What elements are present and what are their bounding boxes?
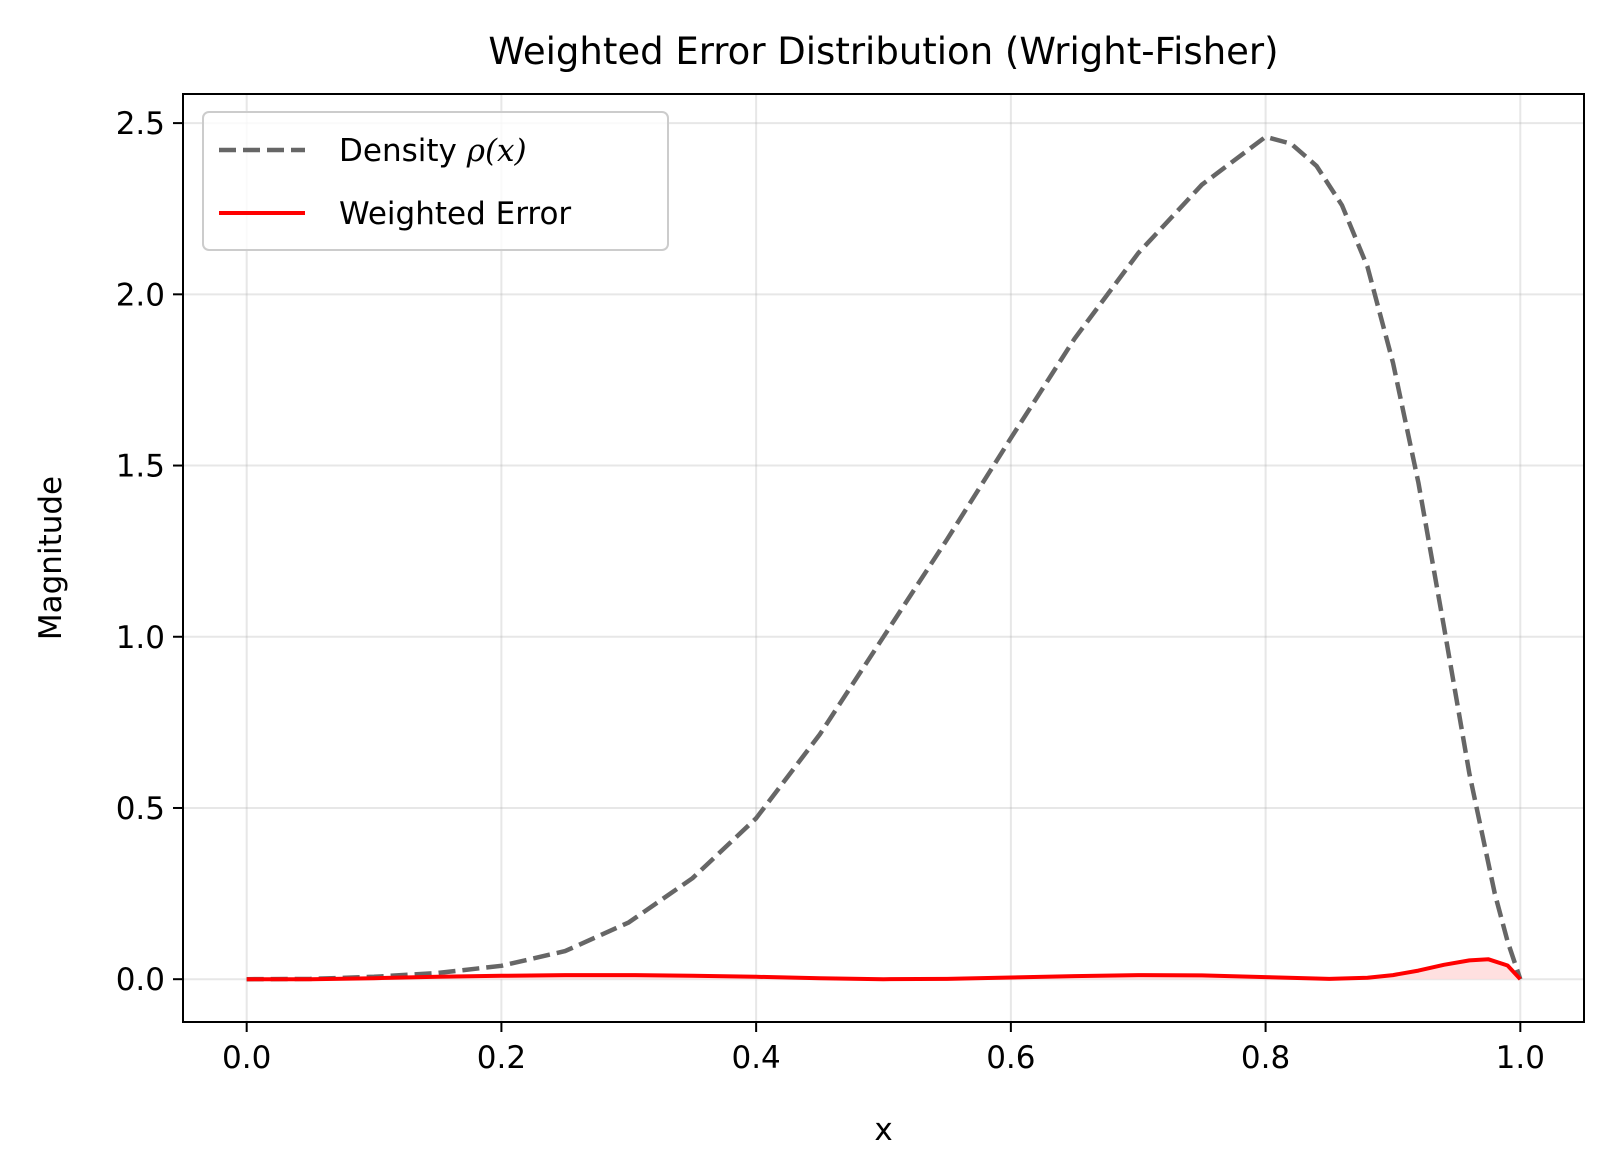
- x-tick-label: 0.8: [1241, 1040, 1290, 1076]
- y-axis-label: Magnitude: [33, 476, 69, 640]
- legend-label-density-prefix: Density: [339, 133, 467, 169]
- x-tick-label: 0.6: [986, 1040, 1035, 1076]
- y-tick-label: 1.5: [116, 449, 165, 485]
- y-tick-label: 1.0: [116, 620, 165, 656]
- y-tick-label: 0.0: [116, 962, 165, 998]
- x-tick-label: 0.4: [731, 1040, 780, 1076]
- grid: [183, 94, 1584, 1022]
- axis-ticks: 0.0 0.2 0.4 0.6 0.8 1.0 0.0 0.5 1.0 1.5 2.0 2.5: [116, 106, 1545, 1076]
- chart-title: Weighted Error Distribution (Wright-Fish…: [488, 30, 1278, 73]
- legend: Density ρ(x) Weighted Error: [202, 111, 669, 251]
- legend-box: [202, 111, 669, 251]
- weighted-error-line: [246, 957, 1522, 982]
- legend-label-density-math: ρ(x): [466, 133, 527, 169]
- legend-label-weighted-error: Weighted Error: [339, 196, 571, 232]
- x-tick-label: 0.0: [222, 1040, 271, 1076]
- y-tick-label: 2.5: [116, 106, 165, 142]
- series-fill-1: [246, 959, 1521, 980]
- plot-series: [246, 134, 1523, 982]
- plot-frame: [182, 93, 1585, 1023]
- density-line: [246, 134, 1523, 982]
- x-tick-label: 1.0: [1496, 1040, 1545, 1076]
- y-tick-label: 0.5: [116, 791, 165, 827]
- legend-label-density: Density ρ(x): [339, 133, 527, 169]
- x-tick-label: 0.2: [477, 1040, 526, 1076]
- y-tick-label: 2.0: [116, 277, 165, 313]
- x-axis-label: x: [874, 1112, 892, 1148]
